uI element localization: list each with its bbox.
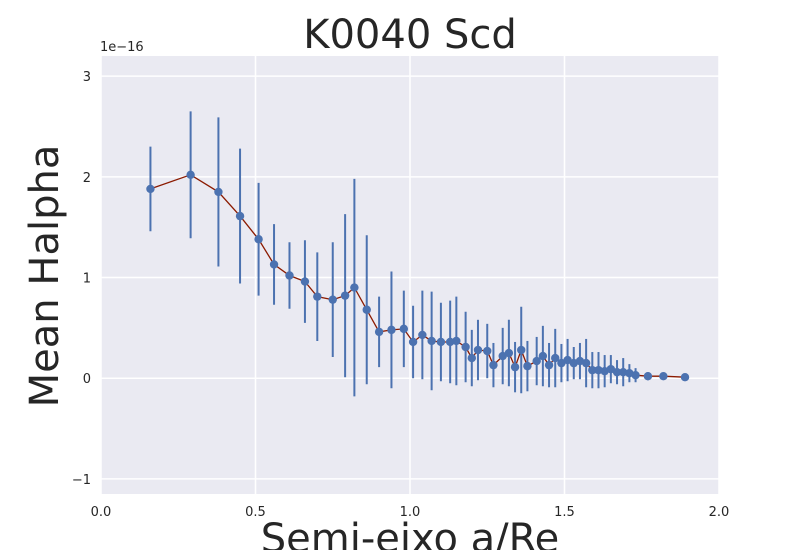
data-point [659, 371, 668, 381]
data-point [588, 365, 597, 375]
data-point [408, 337, 418, 347]
data-point [285, 271, 294, 280]
data-point [300, 277, 310, 286]
data-point [473, 345, 483, 355]
y-tick-label: 0 [83, 372, 91, 387]
data-point [436, 337, 446, 347]
data-point [427, 336, 436, 346]
x-axis-label: Semi-eixo a/Re [261, 516, 559, 550]
data-point [418, 330, 427, 340]
data-point [532, 356, 541, 366]
x-tick-label: 1.5 [554, 505, 575, 520]
y-offset-label: 1e−16 [100, 40, 144, 55]
data-point [680, 373, 690, 382]
y-axis-label: Mean Halpha [22, 145, 68, 408]
data-point [269, 260, 279, 269]
data-point [538, 351, 548, 361]
data-point [362, 305, 371, 314]
data-point [328, 295, 337, 304]
x-tick-label: 0.0 [91, 505, 112, 520]
data-point [483, 346, 492, 356]
data-point [467, 353, 476, 363]
data-point [544, 360, 554, 370]
data-point [146, 184, 155, 194]
data-point [510, 362, 520, 372]
data-point [254, 235, 263, 244]
data-point [235, 211, 245, 221]
data-point [489, 360, 498, 370]
data-point [340, 291, 350, 300]
data-point [523, 361, 532, 371]
data-points [146, 170, 690, 382]
x-tick-label: 0.5 [245, 505, 266, 520]
data-point [461, 342, 470, 352]
y-ticks: −1 0 1 2 3 [72, 70, 91, 488]
y-tick-label: 2 [83, 171, 91, 186]
data-point [350, 283, 359, 292]
data-point [186, 170, 195, 180]
y-tick-label: 1 [83, 272, 91, 287]
data-point [313, 292, 322, 301]
data-point [214, 187, 223, 197]
data-point [445, 337, 455, 347]
x-tick-label: 2.0 [709, 505, 730, 520]
y-tick-label: 3 [83, 70, 91, 85]
data-point [643, 371, 653, 381]
data-point [581, 358, 591, 368]
x-tick-label: 1.0 [400, 505, 421, 520]
data-point [612, 367, 622, 377]
data-point [504, 348, 514, 358]
y-tick-label: −1 [72, 473, 91, 488]
data-point [551, 353, 560, 363]
grid [100, 56, 720, 494]
data-point [452, 336, 461, 346]
data-point [517, 345, 526, 355]
chart-title: K0040 Scd [303, 12, 517, 58]
data-point [374, 327, 384, 337]
data-point [594, 365, 603, 375]
x-ticks: 0.0 0.5 1.0 1.5 2.0 [91, 505, 730, 520]
data-point [631, 370, 640, 380]
data-point [387, 325, 396, 335]
data-point [399, 324, 409, 334]
data-point [619, 367, 628, 377]
